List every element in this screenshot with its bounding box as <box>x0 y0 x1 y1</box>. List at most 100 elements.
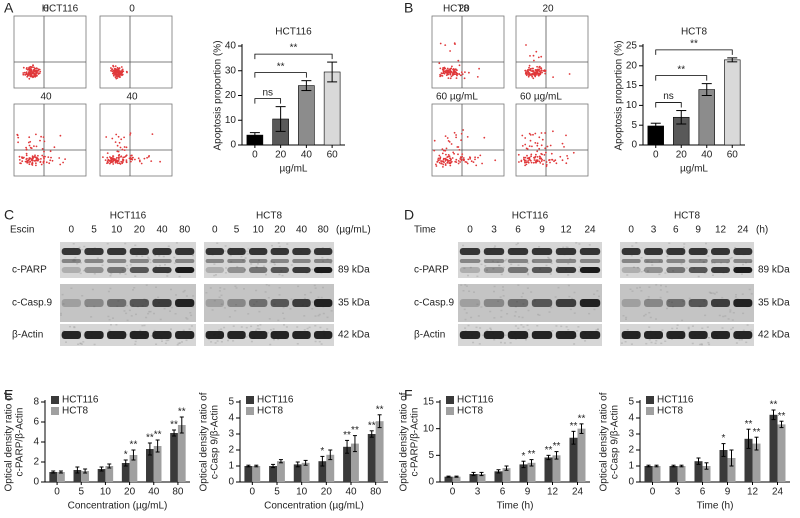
blot-noise <box>169 310 171 312</box>
blot-noise <box>73 326 76 329</box>
y-tick-label: 0 <box>428 477 434 488</box>
blot-noise <box>190 314 193 317</box>
flow-event <box>532 67 534 70</box>
blot-noise <box>502 286 504 288</box>
flow-event <box>50 156 52 159</box>
blot-noise <box>711 274 714 276</box>
flow-event <box>445 147 448 150</box>
flow-event <box>475 164 478 167</box>
blot-band <box>507 331 529 339</box>
blot-noise <box>740 339 743 341</box>
blot-noise <box>240 256 243 258</box>
blot-band <box>555 299 577 307</box>
blot-noise <box>223 288 226 290</box>
flow-event <box>448 162 451 164</box>
flow-event <box>112 163 115 165</box>
comparison-bracket <box>254 98 282 104</box>
blot-noise <box>640 290 643 292</box>
flow-event <box>529 68 532 71</box>
blot-noise <box>722 315 725 318</box>
flow-event <box>435 163 437 166</box>
comparison-bracket <box>254 53 333 60</box>
flow-event <box>552 130 554 133</box>
blot-noise <box>264 291 267 293</box>
blot-noise <box>465 285 468 287</box>
blot-noise <box>664 249 667 252</box>
flow-event <box>129 158 132 161</box>
blot-noise <box>164 264 166 266</box>
blot-noise <box>661 329 664 331</box>
blot-noise <box>135 255 138 257</box>
flow-event <box>544 72 547 75</box>
blot-noise <box>729 257 732 260</box>
blot-band <box>483 259 505 263</box>
blot-noise <box>245 336 248 338</box>
flow-event <box>39 70 42 73</box>
flow-event <box>439 73 441 76</box>
flow-event <box>125 146 128 149</box>
blot-noise <box>527 273 530 276</box>
x-axis-label: Concentration (µg/mL) <box>68 501 168 512</box>
x-tick-label: 0 <box>653 150 659 161</box>
flow-event <box>30 75 33 78</box>
blot-noise <box>578 243 581 245</box>
blot-noise <box>318 313 321 316</box>
blot-noise <box>258 328 261 330</box>
blot-noise <box>666 307 668 310</box>
blot-noise <box>700 343 703 345</box>
flow-event <box>112 74 115 77</box>
blot-noise <box>464 318 467 321</box>
flow-event <box>26 159 29 162</box>
significance: ** <box>553 441 561 452</box>
blot-band <box>84 331 104 339</box>
blot-band <box>175 331 195 339</box>
flow-event <box>449 164 452 167</box>
y-tick-label: 5 <box>628 397 634 408</box>
flow-event <box>453 131 456 134</box>
x-tick-label: 0 <box>250 487 256 498</box>
blot-noise <box>520 324 523 326</box>
blot-noise <box>181 341 183 343</box>
flow-event <box>535 153 537 156</box>
flow-event <box>545 161 548 163</box>
blot-noise <box>81 295 84 297</box>
blot-noise <box>235 304 238 306</box>
blot-noise <box>704 314 707 317</box>
flow-event <box>454 160 457 163</box>
blot-noise <box>649 316 652 319</box>
blot-noise <box>232 340 235 342</box>
blot-noise <box>493 290 495 293</box>
flow-event <box>115 133 118 136</box>
bar <box>269 466 277 482</box>
blot-noise <box>547 256 550 259</box>
flow-event <box>530 161 533 164</box>
blot-noise <box>620 342 623 344</box>
blot-band <box>459 248 481 255</box>
blot-noise <box>631 245 634 247</box>
significance: ** <box>146 433 154 444</box>
blot-noise <box>490 328 492 331</box>
blot-noise <box>272 328 275 330</box>
flow-event <box>565 134 567 137</box>
flow-event <box>36 70 38 73</box>
blot-band <box>483 248 505 255</box>
bar <box>326 454 335 482</box>
blot-noise <box>530 291 533 293</box>
blot-noise <box>306 327 309 330</box>
flow-event <box>524 143 527 146</box>
blot-noise <box>654 342 657 345</box>
blot-noise <box>215 274 217 276</box>
flow-event <box>116 77 119 79</box>
blot-band <box>531 331 553 339</box>
blot-noise <box>213 299 216 302</box>
y-axis-label: Optical density ratio of <box>4 392 15 491</box>
bar <box>477 474 486 482</box>
blot-noise <box>718 314 721 317</box>
flow-event <box>527 161 530 164</box>
x-tick-label: 0 <box>450 487 456 498</box>
blot-noise <box>218 290 221 292</box>
flow-event <box>540 132 543 134</box>
flow-event <box>109 162 111 165</box>
blot-noise <box>664 272 667 274</box>
flow-event <box>106 160 109 163</box>
